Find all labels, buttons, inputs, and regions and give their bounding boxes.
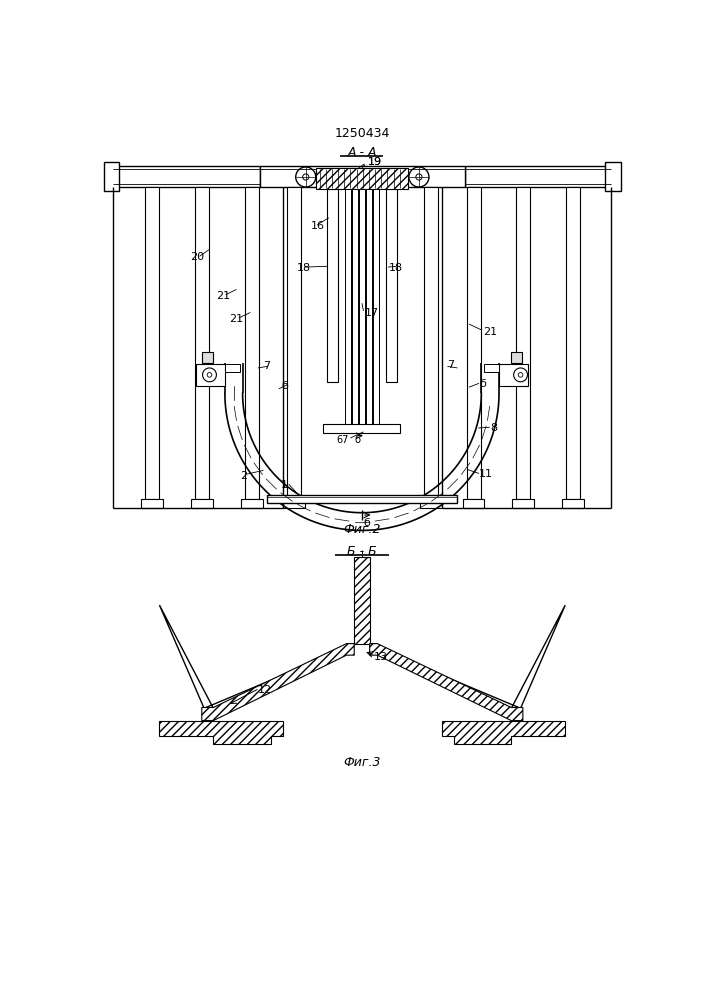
Polygon shape [465, 166, 612, 187]
Bar [225, 364, 240, 372]
Bar [316, 168, 408, 189]
Bar [104, 162, 119, 191]
Bar [359, 189, 365, 428]
Bar [566, 187, 580, 499]
Bar [442, 187, 612, 508]
Text: Фиг.2: Фиг.2 [343, 523, 380, 536]
Bar [327, 189, 338, 382]
Text: 20: 20 [190, 252, 204, 262]
Text: 17: 17 [365, 308, 379, 318]
Text: 18: 18 [296, 263, 310, 273]
Bar [145, 187, 158, 499]
Bar [113, 187, 283, 508]
Text: 18: 18 [389, 263, 403, 273]
Polygon shape [201, 644, 354, 721]
Text: А - А: А - А [347, 146, 377, 159]
Text: 19: 19 [368, 157, 382, 167]
Text: 8: 8 [491, 423, 498, 433]
Bar [605, 162, 621, 191]
Bar [245, 187, 259, 499]
Bar [516, 187, 530, 499]
Text: 7: 7 [448, 360, 455, 370]
Bar [366, 189, 372, 428]
Text: 1250434: 1250434 [334, 127, 390, 140]
Bar [463, 499, 484, 508]
Polygon shape [370, 644, 523, 721]
Bar [345, 189, 351, 428]
Text: 21: 21 [230, 314, 244, 324]
Bar [499, 364, 528, 386]
Bar [354, 557, 370, 644]
Text: Б - Б: Б - Б [347, 545, 377, 558]
Text: 2: 2 [240, 471, 247, 481]
Text: 67: 67 [337, 435, 349, 445]
Bar [512, 499, 534, 508]
Polygon shape [160, 605, 348, 708]
Bar [386, 189, 397, 382]
Text: 1: 1 [281, 480, 288, 490]
Bar [196, 364, 225, 386]
Text: 21: 21 [483, 327, 497, 337]
Polygon shape [113, 166, 259, 187]
Text: 11: 11 [479, 469, 493, 479]
Bar [267, 495, 457, 503]
Text: 19: 19 [368, 157, 382, 167]
Bar [467, 187, 481, 499]
Text: 13: 13 [373, 652, 387, 662]
Text: 16: 16 [310, 221, 325, 231]
Bar [421, 499, 442, 508]
Bar [141, 499, 163, 508]
Bar [511, 352, 522, 363]
Bar [191, 499, 213, 508]
Text: 21: 21 [216, 291, 230, 301]
Text: 12: 12 [258, 685, 272, 695]
Bar [201, 352, 213, 363]
Text: б: б [480, 379, 486, 389]
Bar [424, 187, 438, 499]
Bar [324, 424, 400, 433]
Bar [241, 499, 262, 508]
Bar [373, 189, 379, 428]
Text: Фиг.3: Фиг.3 [343, 756, 380, 769]
Text: 7: 7 [262, 361, 270, 371]
Polygon shape [377, 605, 565, 708]
Bar [562, 499, 584, 508]
Text: б: б [281, 381, 288, 391]
Bar [284, 499, 305, 508]
Bar [287, 187, 301, 499]
Bar [484, 364, 499, 372]
Polygon shape [259, 166, 465, 187]
Bar [195, 187, 209, 499]
Polygon shape [442, 721, 565, 744]
Text: б: б [354, 435, 361, 445]
Bar [352, 189, 358, 428]
Polygon shape [160, 721, 283, 744]
Text: б: б [363, 518, 370, 528]
